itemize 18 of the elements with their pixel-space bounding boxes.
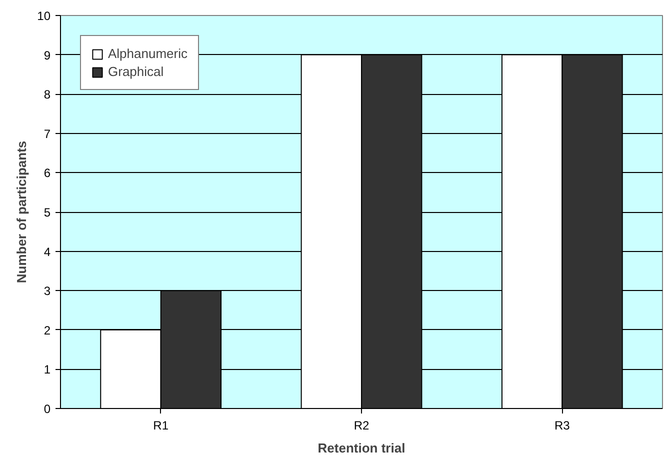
y-tick-label: 5 xyxy=(44,206,51,220)
y-tick-label: 7 xyxy=(44,126,51,141)
legend-label: Alphanumeric xyxy=(108,46,188,61)
x-tick-label: R1 xyxy=(153,418,169,432)
x-axis-title: Retention trial xyxy=(318,440,406,456)
y-tick-label: 10 xyxy=(37,9,51,23)
y-axis-title: Number of participants xyxy=(14,140,30,284)
y-tick-label: 0 xyxy=(44,402,51,416)
y-tick-label: 9 xyxy=(44,48,51,62)
legend-label: Graphical xyxy=(108,64,164,79)
y-tick-label: 6 xyxy=(44,166,51,180)
x-tick-label: R2 xyxy=(354,418,370,432)
y-tick-label: 4 xyxy=(44,244,51,259)
x-tick-label: R3 xyxy=(554,418,570,432)
y-tick-label: 8 xyxy=(44,88,51,102)
y-tick-label: 1 xyxy=(44,362,51,377)
y-tick-label: 2 xyxy=(44,323,51,338)
y-tick-label: 3 xyxy=(44,284,51,298)
